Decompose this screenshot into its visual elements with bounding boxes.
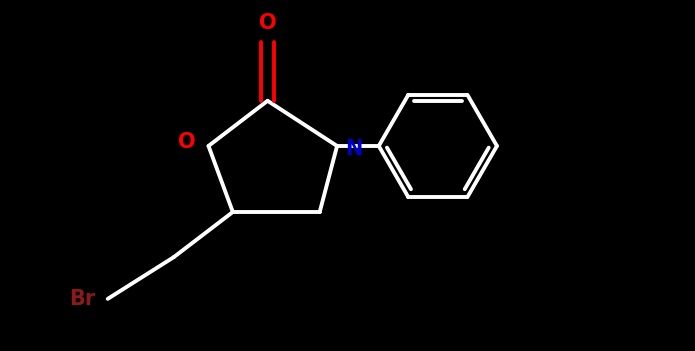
Text: O: O [179, 132, 196, 152]
Text: Br: Br [69, 289, 95, 309]
Text: O: O [259, 13, 277, 33]
Text: N: N [345, 139, 363, 159]
